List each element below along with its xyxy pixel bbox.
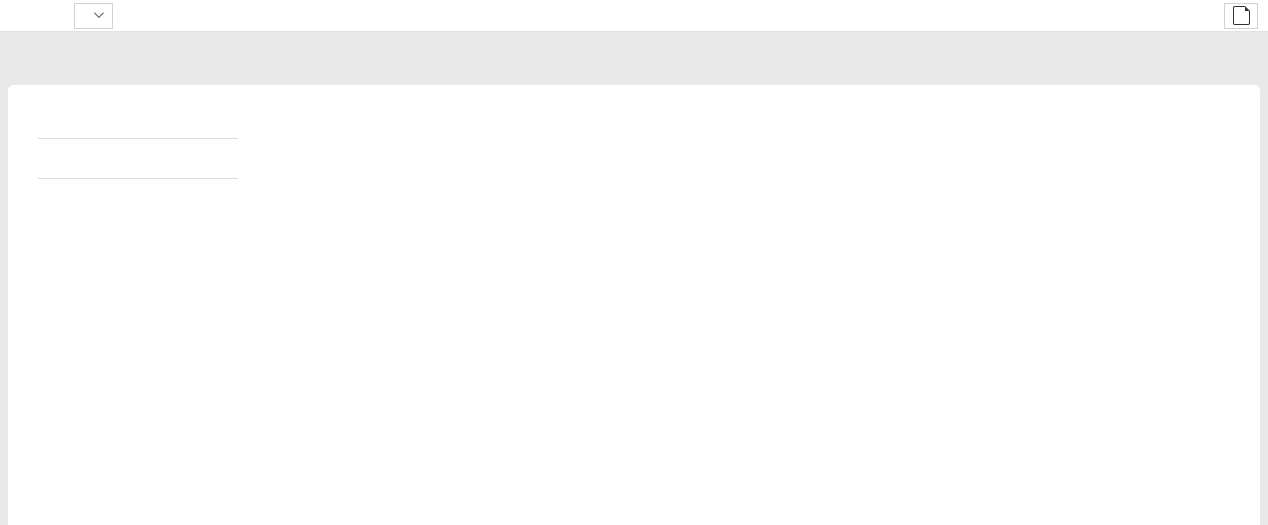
export-xls-button[interactable] [1224, 2, 1258, 29]
period-select[interactable] [74, 2, 113, 29]
xls-file-icon [1232, 5, 1250, 25]
chart [281, 143, 1175, 443]
period-group [74, 2, 113, 29]
main-panel [8, 85, 1260, 525]
stats-panel [38, 138, 238, 184]
stats-section-summary [38, 178, 238, 184]
top-toolbar [0, 0, 1268, 32]
stats-section-current [38, 138, 238, 144]
page-title [0, 32, 1268, 85]
chevron-down-icon [93, 7, 104, 18]
